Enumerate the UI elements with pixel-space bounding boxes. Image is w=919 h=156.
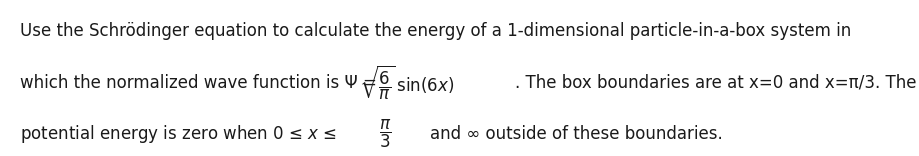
- Text: . The box boundaries are at x=0 and x=π/3. The: . The box boundaries are at x=0 and x=π/…: [515, 74, 915, 92]
- Text: Use the Schrödinger equation to calculate the energy of a 1-dimensional particle: Use the Schrödinger equation to calculat…: [20, 22, 851, 40]
- Text: and ∞ outside of these boundaries.: and ∞ outside of these boundaries.: [429, 125, 721, 143]
- Text: potential energy is zero when 0 ≤ $x$ ≤: potential energy is zero when 0 ≤ $x$ ≤: [20, 123, 339, 145]
- Text: $\sqrt{\dfrac{6}{\pi}}\,\sin(6x)$: $\sqrt{\dfrac{6}{\pi}}\,\sin(6x)$: [358, 63, 453, 102]
- Text: $\dfrac{\pi}{3}$: $\dfrac{\pi}{3}$: [379, 118, 391, 150]
- Text: which the normalized wave function is Ψ =: which the normalized wave function is Ψ …: [20, 74, 382, 92]
